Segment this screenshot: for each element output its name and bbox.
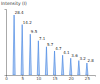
y-axis [5,10,7,76]
peak [62,55,64,75]
peak [86,63,88,75]
peak [45,47,47,75]
x-tick-label: 5 [21,76,24,81]
x-tick: 10 [36,75,42,81]
peaks [13,15,88,75]
peak [29,34,31,75]
peak-label: 9.5 [31,29,38,34]
peak [70,58,72,75]
peak-label: 4.7 [55,46,62,51]
x-tick-label: 0 [5,76,8,81]
x-axis: 0 5 10 15 20 25 [5,75,95,81]
peak-label: 28.4 [15,10,24,15]
peak [78,61,80,75]
x-tick: 20 [69,75,75,81]
x-tick-label: 25 [85,76,91,81]
chart: 0 5 10 15 20 25 28.4 14.2 9.57.15.74.74.13.63.22… [0,0,100,84]
y-axis-line [5,10,7,76]
plot: 0 5 10 15 20 25 28.4 14.2 9.57.15.74.74.13.63.22… [5,10,96,82]
x-tick: 25 [85,75,91,81]
x-axis-line [7,76,96,77]
x-tick-label: 15 [52,76,58,81]
peak [37,41,39,75]
peak-label: 7.1 [39,36,46,41]
x-tick: 15 [52,75,58,81]
peak-label: 14.2 [23,20,32,25]
peak [13,15,15,75]
peak-label: 3.2 [79,56,86,61]
x-tick-label: 20 [69,76,75,81]
x-tick-label: 10 [36,76,42,81]
peak [21,25,23,75]
peak [53,51,55,75]
x-tick: 0 [5,75,8,81]
peak-label: 5.7 [47,42,54,47]
x-tick: 5 [21,75,24,81]
y-label: Intensity (I) [1,1,27,6]
peak-label: 2.8 [88,58,95,63]
peak-label: 3.6 [71,53,78,58]
annotations: 28.4 14.2 9.57.15.74.74.13.63.22.8 [15,10,95,63]
peak-label: 4.1 [63,50,70,55]
